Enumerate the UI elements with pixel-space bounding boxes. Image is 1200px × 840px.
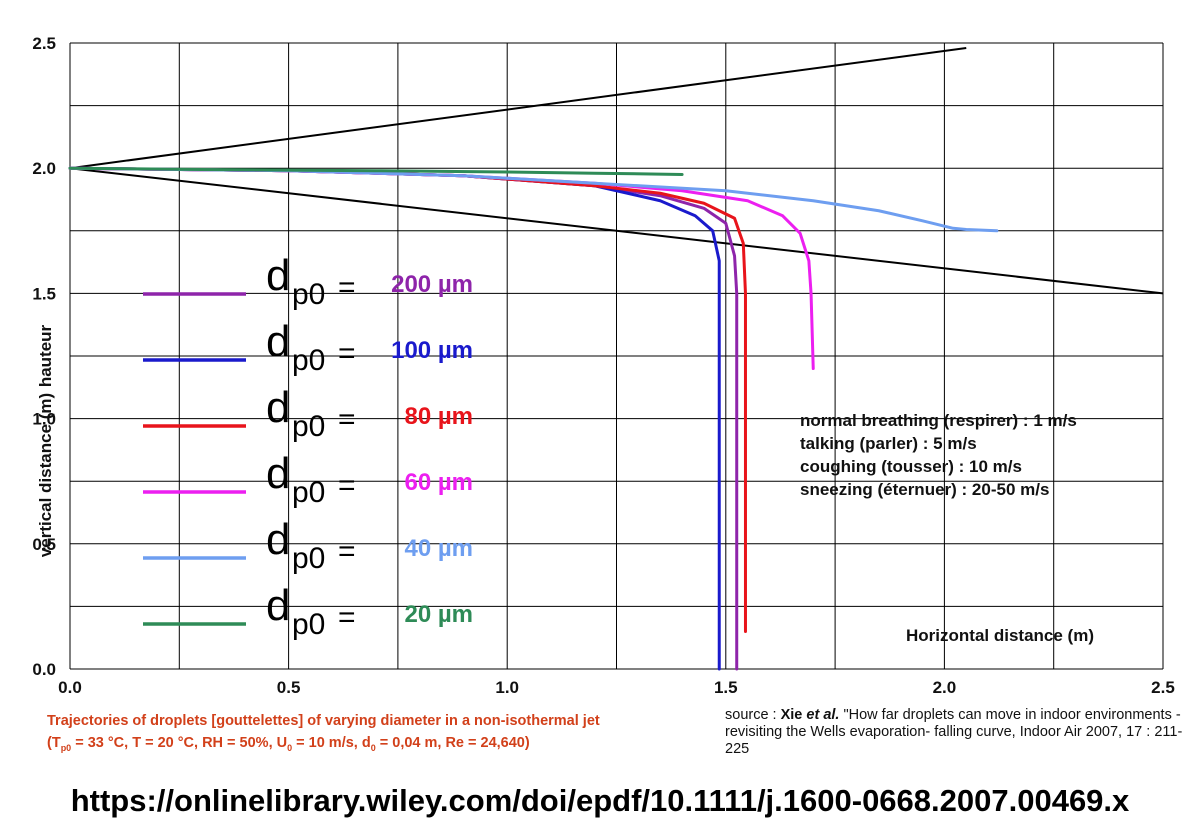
speed-annotation: coughing (tousser) : 10 m/s: [800, 457, 1022, 476]
tick-labels: 0.0 0.5 1.0 1.5 2.0 2.5 0.0 0.5 1.0 1.5 2.0 2.5: [32, 34, 1174, 697]
doi-url[interactable]: https://onlinelibrary.wiley.com/doi/epdf…: [70, 783, 1130, 818]
legend-subscript: p0: [292, 542, 325, 575]
y-tick-label: 1.0: [32, 410, 56, 429]
speed-annotation: sneezing (éternuer) : 20-50 m/s: [800, 480, 1049, 499]
y-tick-label: 2.0: [32, 159, 56, 178]
legend-symbol: d: [266, 317, 290, 366]
x-tick-label: 1.5: [714, 678, 738, 697]
series-lines: [68, 166, 999, 671]
legend-equals: =: [338, 337, 356, 370]
series-line-20m: [68, 166, 684, 176]
jet-boundaries: [69, 47, 1164, 295]
caption-line-1: Trajectories of droplets [gouttelettes] …: [47, 713, 600, 729]
legend-subscript: p0: [292, 608, 325, 641]
legend: d p0 = 200 µmd p0 = 100 µmd p0 = 80 µmd p0 = 60 µmd p…: [143, 251, 473, 641]
x-tick-label: 0.5: [277, 678, 301, 697]
legend-value: 200 µm: [391, 271, 473, 298]
legend-equals: =: [338, 535, 356, 568]
x-tick-label: 2.5: [1151, 678, 1175, 697]
figure-caption: Trajectories of droplets [gouttelettes] …: [47, 710, 600, 759]
y-axis-label: vertical distance (m): [36, 393, 55, 557]
x-axis-label: Horizontal distance (m): [906, 626, 1094, 645]
legend-subscript: p0: [292, 278, 325, 311]
legend-subscript: p0: [292, 476, 325, 509]
speed-annotation: talking (parler) : 5 m/s: [800, 434, 977, 453]
y-tick-label: 2.5: [32, 34, 56, 53]
legend-symbol: d: [266, 515, 290, 564]
y-tick-label: 0.5: [32, 535, 56, 554]
speed-annotation: normal breathing (respirer) : 1 m/s: [800, 411, 1077, 430]
legend-equals: =: [338, 469, 356, 502]
legend-symbol: d: [266, 581, 290, 630]
legend-value: 80 µm: [404, 403, 473, 430]
legend-equals: =: [338, 601, 356, 634]
legend-subscript: p0: [292, 344, 325, 377]
legend-value: 100 µm: [391, 337, 473, 364]
grid: [69, 42, 1164, 670]
legend-symbol: d: [266, 251, 290, 300]
legend-equals: =: [338, 403, 356, 436]
jet-boundary-upper: [69, 47, 967, 170]
caption-line-2: (Tp0 = 33 °C, T = 20 °C, RH = 50%, U0 = …: [47, 735, 530, 753]
jet-boundary-lower: [69, 167, 1164, 295]
y-tick-label: 0.0: [32, 660, 56, 679]
legend-value: 40 µm: [404, 535, 473, 562]
y-tick-label: 1.5: [32, 284, 56, 303]
trajectory-chart: 0.0 0.5 1.0 1.5 2.0 2.50.00.51.01.52.02.5 d p0…: [32, 34, 1174, 697]
speed-annotations: normal breathing (respirer) : 1 m/s talki…: [800, 411, 1077, 499]
x-tick-label: 1.0: [495, 678, 519, 697]
legend-symbol: d: [266, 449, 290, 498]
x-tick-label: 2.0: [933, 678, 957, 697]
legend-equals: =: [338, 271, 356, 304]
legend-value: 60 µm: [404, 469, 473, 496]
legend-symbol: d: [266, 383, 290, 432]
legend-value: 20 µm: [404, 601, 473, 628]
x-tick-label: 0.0: [58, 678, 82, 697]
y-axis-label-secondary: hauteur: [36, 324, 55, 387]
series-line-40m: [68, 166, 999, 233]
legend-subscript: p0: [292, 410, 325, 443]
source-citation: source : Xie et al. "How far droplets ca…: [725, 707, 1183, 757]
